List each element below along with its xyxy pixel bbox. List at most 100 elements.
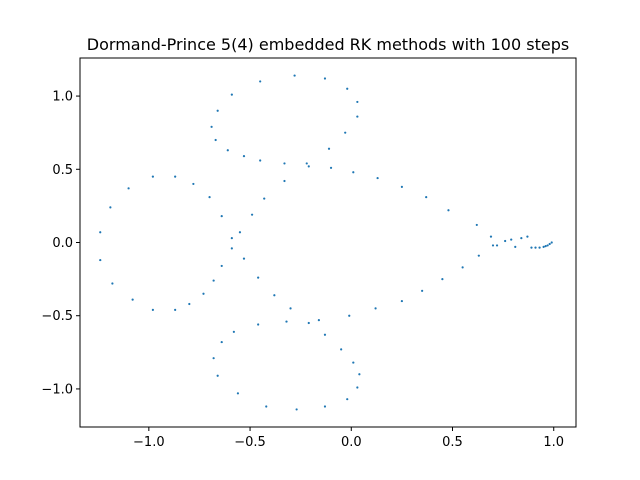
data-point xyxy=(495,244,499,247)
data-point xyxy=(230,93,233,96)
data-point xyxy=(323,405,327,408)
data-point xyxy=(216,374,219,377)
data-point xyxy=(174,308,177,311)
data-point xyxy=(192,182,195,186)
data-point xyxy=(327,147,331,150)
data-point xyxy=(220,340,223,344)
data-point xyxy=(250,213,254,216)
data-point xyxy=(534,246,537,249)
data-point xyxy=(210,125,213,128)
x-tick-label: −1.0 xyxy=(133,435,165,450)
data-point xyxy=(99,258,102,262)
y-tick-label: −0.5 xyxy=(41,309,73,324)
data-point xyxy=(214,138,217,142)
data-point xyxy=(295,408,298,411)
data-point xyxy=(546,244,549,247)
data-point xyxy=(329,166,333,169)
data-point xyxy=(265,405,268,408)
data-point xyxy=(307,165,310,168)
data-point xyxy=(374,307,377,310)
data-point xyxy=(131,298,134,301)
data-point xyxy=(542,245,545,248)
plot-frame xyxy=(79,57,577,428)
data-point xyxy=(232,330,235,333)
data-point xyxy=(376,176,379,180)
data-point xyxy=(550,241,553,244)
data-point xyxy=(425,196,428,199)
data-point xyxy=(356,115,359,118)
data-point xyxy=(273,294,276,297)
data-point xyxy=(236,392,240,395)
x-tick-label: 1.0 xyxy=(543,435,564,450)
data-point xyxy=(174,175,177,178)
data-point xyxy=(257,276,260,279)
data-point xyxy=(259,80,262,83)
data-point xyxy=(348,314,351,317)
y-tick-label: 1.0 xyxy=(52,90,73,105)
data-point xyxy=(151,175,154,178)
data-point xyxy=(530,246,533,249)
data-point xyxy=(220,215,223,218)
x-tick-label: −0.5 xyxy=(234,435,266,450)
data-point xyxy=(259,159,262,162)
data-point xyxy=(475,223,478,227)
data-point xyxy=(489,235,493,238)
data-point xyxy=(216,109,219,112)
x-axis: −1.0 −0.5 0.0 0.5 1.0 xyxy=(133,427,564,450)
data-point xyxy=(305,162,308,165)
data-point xyxy=(285,320,288,323)
data-point xyxy=(461,266,464,269)
data-point xyxy=(293,74,296,77)
data-point xyxy=(441,278,444,281)
data-point xyxy=(230,237,233,240)
data-point xyxy=(544,245,547,248)
data-point xyxy=(151,308,154,311)
data-point xyxy=(307,321,310,325)
y-tick-label: 0.5 xyxy=(52,163,73,178)
data-point xyxy=(283,179,286,183)
data-point xyxy=(111,282,114,285)
y-axis: −1.0 −0.5 0.0 0.5 1.0 xyxy=(41,90,80,397)
chart-title: Dormand-Prince 5(4) embedded RK methods … xyxy=(87,35,569,54)
x-tick-label: 0.5 xyxy=(442,435,463,450)
data-point xyxy=(317,319,320,322)
data-point xyxy=(526,235,529,238)
data-point xyxy=(242,155,246,158)
data-point xyxy=(352,361,355,364)
data-point xyxy=(520,237,523,240)
y-tick-label: 0.0 xyxy=(52,236,73,251)
data-points xyxy=(99,74,553,411)
data-point xyxy=(323,77,327,80)
data-point xyxy=(344,131,347,134)
data-point xyxy=(202,292,205,295)
data-point xyxy=(358,373,361,376)
data-point xyxy=(352,171,355,174)
data-point xyxy=(220,264,223,268)
data-point xyxy=(356,100,359,104)
data-point xyxy=(289,307,292,310)
data-point xyxy=(491,244,495,247)
data-point xyxy=(238,231,242,234)
data-point xyxy=(548,242,551,246)
data-point xyxy=(504,239,507,243)
data-point xyxy=(257,323,260,326)
data-point xyxy=(538,246,541,249)
data-point xyxy=(400,185,403,188)
data-point xyxy=(356,386,359,389)
data-point xyxy=(263,197,266,200)
data-point xyxy=(212,279,215,282)
data-point xyxy=(208,196,211,199)
y-tick-label: −1.0 xyxy=(41,382,73,397)
data-point xyxy=(188,302,191,306)
data-point xyxy=(127,187,130,190)
data-point xyxy=(323,333,327,336)
data-point xyxy=(346,398,349,401)
data-point xyxy=(99,231,102,234)
data-point xyxy=(447,209,450,212)
data-point xyxy=(514,245,517,248)
data-point xyxy=(226,149,229,152)
data-point xyxy=(109,206,112,209)
data-point xyxy=(400,299,403,303)
data-point xyxy=(230,247,233,250)
